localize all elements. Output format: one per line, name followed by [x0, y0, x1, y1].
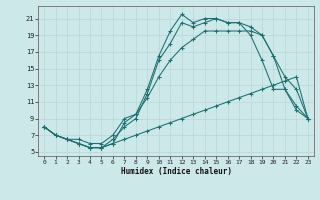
- X-axis label: Humidex (Indice chaleur): Humidex (Indice chaleur): [121, 167, 231, 176]
